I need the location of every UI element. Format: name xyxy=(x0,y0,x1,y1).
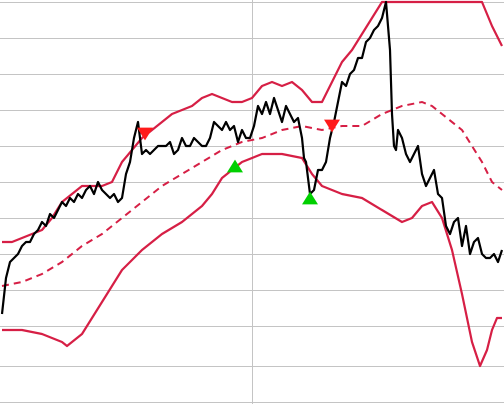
lower-band-line xyxy=(2,152,502,368)
buy-signal-marker xyxy=(227,159,243,173)
signal-markers xyxy=(137,119,340,205)
price-line xyxy=(0,0,504,315)
price-layer xyxy=(0,0,504,315)
middle-band-line xyxy=(1,100,503,287)
sell-signal-marker xyxy=(324,119,340,133)
bands xyxy=(1,0,503,368)
upper-band-line xyxy=(2,0,503,244)
sell-signal-marker xyxy=(137,127,153,141)
buy-signal-marker xyxy=(302,191,318,205)
